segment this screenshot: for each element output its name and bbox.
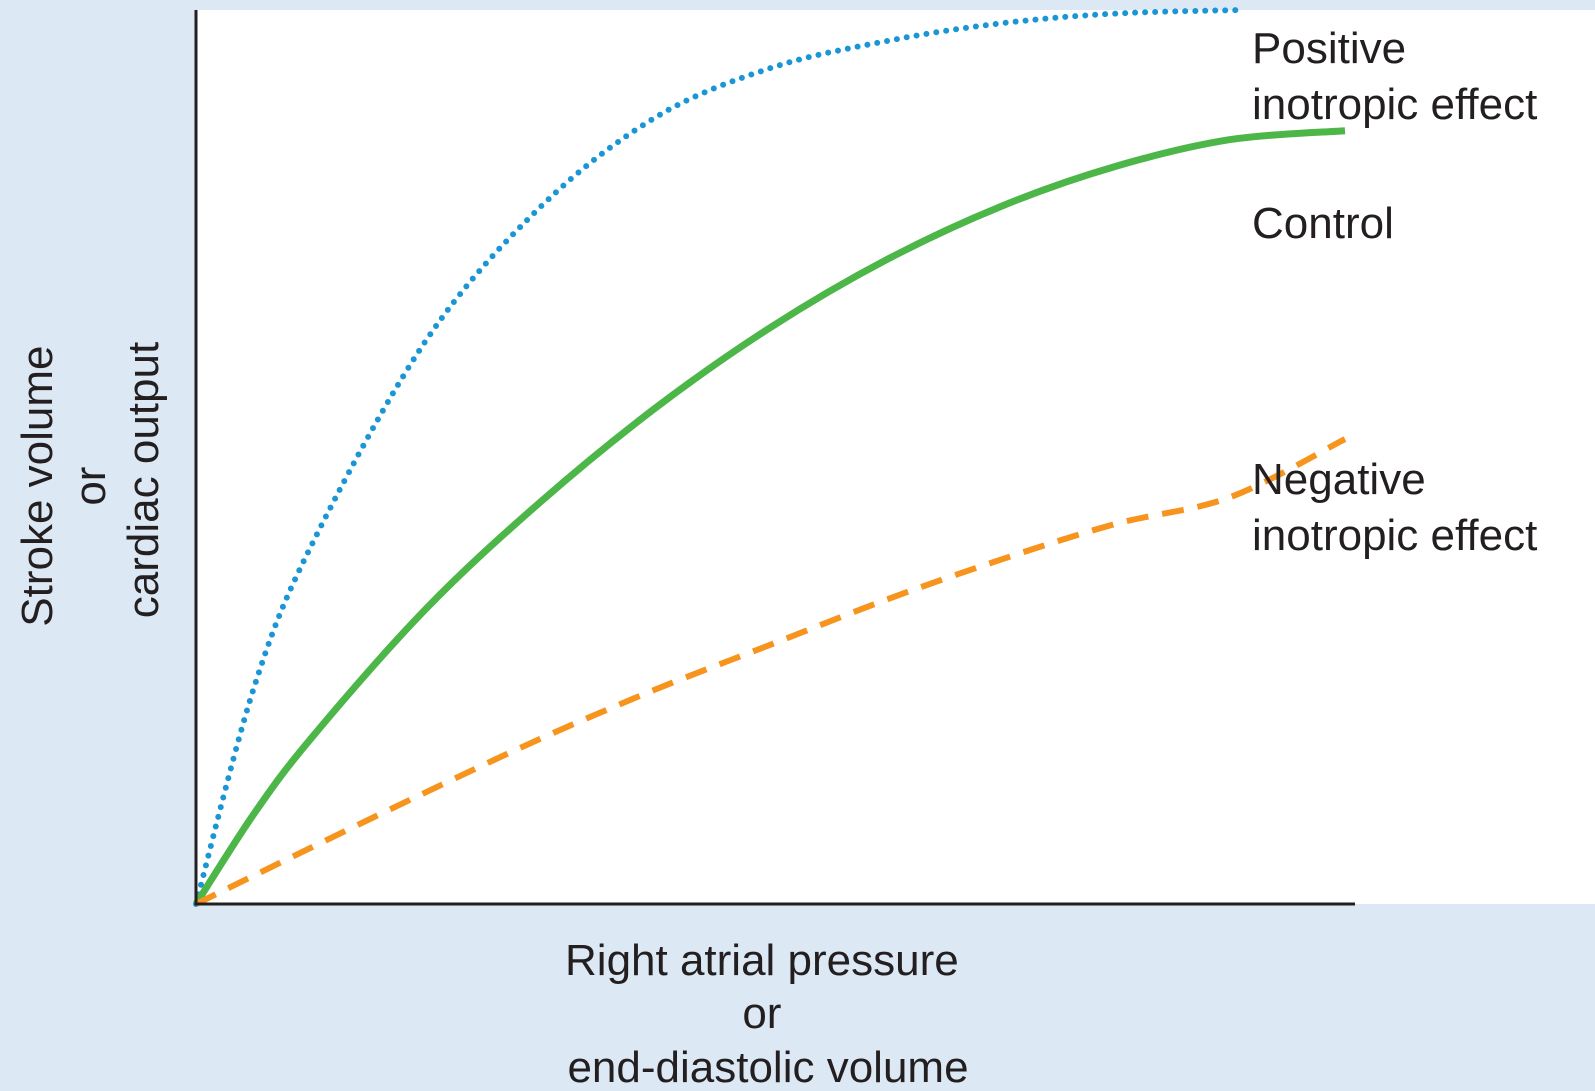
y-axis-label-line-1: Stroke volume bbox=[13, 346, 62, 627]
x-axis-label-line-2: or bbox=[742, 989, 781, 1038]
series-line-control bbox=[193, 127, 1346, 906]
plot-area bbox=[196, 10, 1595, 904]
y-axis-label-line-2: or bbox=[66, 467, 115, 506]
y-axis-label: Stroke volume or cardiac output bbox=[13, 333, 168, 626]
y-axis-label-line-3: cardiac output bbox=[119, 342, 168, 618]
series-layer bbox=[193, 7, 1347, 907]
series-label-positive-line-2: inotropic effect bbox=[1252, 80, 1537, 129]
x-axis-label-line-3: end-diastolic volume bbox=[567, 1043, 968, 1091]
series-label-negative-line-1: Negative bbox=[1252, 455, 1426, 504]
series-label-positive-line-1: Positive bbox=[1252, 24, 1406, 73]
series-label-control: Control bbox=[1252, 199, 1394, 248]
series-label-negative: Negative inotropic effect bbox=[1252, 455, 1537, 560]
series-label-positive: Positive inotropic effect bbox=[1252, 24, 1537, 129]
x-axis-label: Right atrial pressure or end-diastolic v… bbox=[565, 936, 971, 1091]
series-label-negative-line-2: inotropic effect bbox=[1252, 511, 1537, 560]
series-line-positive bbox=[193, 7, 1245, 907]
series-line-negative bbox=[194, 436, 1347, 907]
x-axis-label-line-1: Right atrial pressure bbox=[565, 936, 959, 985]
